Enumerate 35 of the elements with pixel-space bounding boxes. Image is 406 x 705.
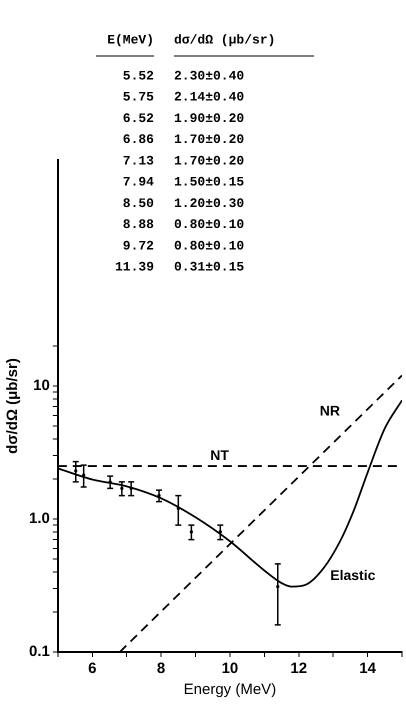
text: dσ/dΩ (μb/sr): [174, 32, 276, 48]
annotation: 11.39: [114, 260, 154, 275]
annotation: 7.13: [122, 153, 154, 168]
text: 1.70±0.20: [174, 132, 244, 148]
text: 6.52: [122, 110, 154, 126]
text: 2.30±0.40: [174, 68, 244, 84]
annotation: 0.80±0.10: [174, 217, 244, 232]
series-label: NT: [210, 446, 230, 463]
text: 5.75: [122, 90, 154, 105]
annotation: 1.50±0.15: [174, 174, 244, 190]
text: 5.52: [122, 68, 154, 84]
text: 1.90±0.20: [174, 110, 244, 126]
y-tick-label: 0.1: [28, 643, 50, 660]
annotation: 8.50: [122, 196, 154, 211]
annotation: 9.72: [122, 238, 154, 254]
annotation: 7.94: [122, 174, 154, 190]
x-tick-label: 6: [88, 660, 96, 678]
annotation: 0.80±0.10: [174, 238, 244, 254]
y-tick-label: 1.0: [28, 510, 50, 528]
annotation: 0.31±0.15: [174, 260, 244, 275]
y-axis-title: dσ/dΩ (μb/sr): [4, 358, 22, 454]
x-tick-label: 8: [156, 660, 166, 678]
text: 2.14±0.40: [174, 90, 244, 105]
x-tick-label: 14: [359, 660, 377, 678]
x-tick-label: 10: [222, 660, 238, 678]
x-tick-label: 12: [290, 660, 308, 678]
text: E(MeV): [107, 32, 154, 48]
x-axis-title: Energy (MeV): [184, 681, 276, 698]
annotation: 1.20±0.30: [174, 196, 244, 211]
annotation: 1.70±0.20: [174, 153, 244, 168]
y-tick-label: 10: [33, 377, 50, 394]
annotation: 8.88: [122, 217, 154, 232]
text: 6.86: [122, 132, 154, 148]
series-label: Elastic: [330, 566, 376, 583]
series-label: NR: [320, 402, 340, 418]
